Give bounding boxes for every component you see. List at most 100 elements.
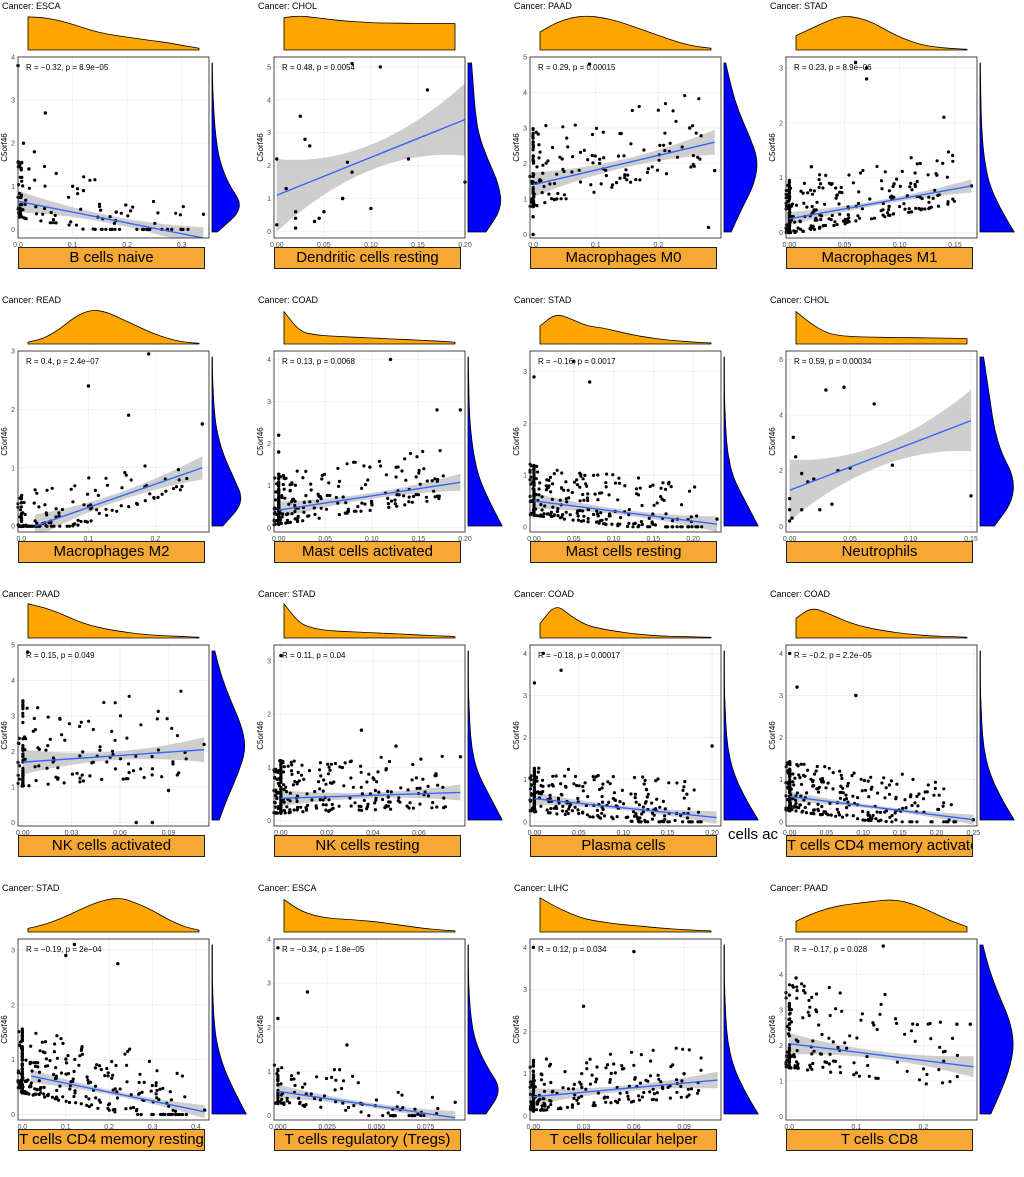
stat-annotation: R = 0.12, p = 0.034: [538, 945, 607, 954]
data-point: [891, 212, 895, 216]
data-point: [884, 819, 888, 824]
data-point: [867, 795, 871, 799]
data-point: [277, 519, 281, 523]
data-point: [622, 802, 626, 806]
data-point: [350, 61, 354, 66]
data-point: [76, 518, 80, 522]
data-point: [572, 359, 576, 363]
data-point: [273, 522, 277, 526]
data-point: [549, 1103, 553, 1107]
y-tick-label: 5: [779, 937, 783, 944]
data-point: [425, 479, 429, 483]
data-point: [656, 777, 660, 781]
data-point: [18, 209, 22, 213]
data-point: [867, 1074, 871, 1078]
data-point: [655, 797, 659, 801]
data-point: [691, 124, 695, 128]
y-axis-label: C5orf46: [0, 721, 9, 750]
data-point: [23, 1079, 27, 1084]
data-point: [414, 475, 418, 479]
data-point: [570, 809, 574, 813]
data-point: [551, 1089, 555, 1093]
fit-line: [30, 1075, 205, 1113]
data-point: [802, 181, 806, 185]
data-point: [276, 1093, 280, 1097]
data-point: [349, 804, 353, 808]
data-point: [277, 490, 281, 495]
data-point: [27, 186, 31, 190]
data-point: [78, 1054, 82, 1058]
data-point: [586, 520, 590, 524]
data-point: [913, 171, 917, 175]
data-point: [431, 801, 435, 805]
data-point: [375, 780, 379, 784]
data-point: [131, 205, 135, 209]
data-point: [39, 1091, 43, 1095]
y-tick-label: 4: [779, 413, 783, 420]
cancer-title: Cancer: ESCA: [2, 1, 61, 11]
data-point: [87, 1097, 91, 1101]
plot-border: [785, 350, 978, 533]
data-point: [955, 1053, 959, 1057]
data-point: [796, 1039, 800, 1044]
data-point: [838, 212, 842, 216]
data-point: [600, 811, 604, 815]
data-point: [663, 817, 667, 822]
data-point: [683, 94, 687, 98]
data-point: [894, 795, 898, 799]
x-tick-label: 0.05: [318, 536, 332, 543]
data-point: [685, 1095, 689, 1099]
data-point: [895, 177, 899, 181]
data-point: [21, 700, 25, 704]
data-point: [175, 1071, 179, 1075]
data-point: [589, 183, 593, 187]
x-tick-label: 0.0: [13, 242, 23, 249]
data-point: [21, 778, 25, 782]
data-point: [566, 145, 570, 149]
data-point: [883, 810, 887, 814]
data-point: [616, 498, 620, 502]
data-point: [788, 651, 792, 656]
data-point: [113, 767, 117, 771]
cell-type-label: Plasma cells: [530, 835, 717, 857]
data-point: [425, 88, 430, 92]
data-point: [575, 478, 579, 482]
data-point: [648, 1090, 652, 1094]
data-point: [831, 787, 835, 791]
plot-area: [18, 351, 209, 532]
data-point: [97, 1098, 101, 1102]
data-point: [809, 165, 814, 169]
data-point: [279, 795, 283, 799]
data-point: [788, 1011, 792, 1015]
data-point: [876, 791, 880, 795]
y-axis-label: C5orf46: [512, 133, 521, 162]
data-point: [874, 817, 878, 821]
data-point: [788, 762, 792, 766]
data-point: [642, 148, 646, 152]
data-point: [87, 1105, 91, 1109]
data-point: [633, 796, 637, 800]
plot-border: [529, 644, 722, 827]
data-point: [532, 681, 537, 685]
data-point: [334, 1078, 338, 1082]
data-point: [824, 786, 828, 790]
data-point: [79, 207, 83, 211]
data-point: [287, 811, 291, 815]
data-point: [858, 171, 863, 175]
data-point: [125, 736, 129, 740]
data-point: [819, 777, 823, 781]
data-point: [176, 468, 180, 472]
data-point: [174, 485, 179, 489]
data-point: [599, 511, 603, 515]
data-point: [532, 804, 536, 808]
data-point: [337, 804, 341, 808]
data-point: [913, 182, 917, 187]
data-point: [359, 785, 363, 789]
data-point: [279, 810, 283, 814]
data-point: [79, 1102, 83, 1106]
data-point: [345, 1043, 349, 1047]
cell-type-label: Dendritic cells resting: [274, 247, 461, 269]
data-point: [296, 1071, 300, 1075]
data-point: [386, 502, 390, 506]
data-point: [828, 1052, 832, 1056]
